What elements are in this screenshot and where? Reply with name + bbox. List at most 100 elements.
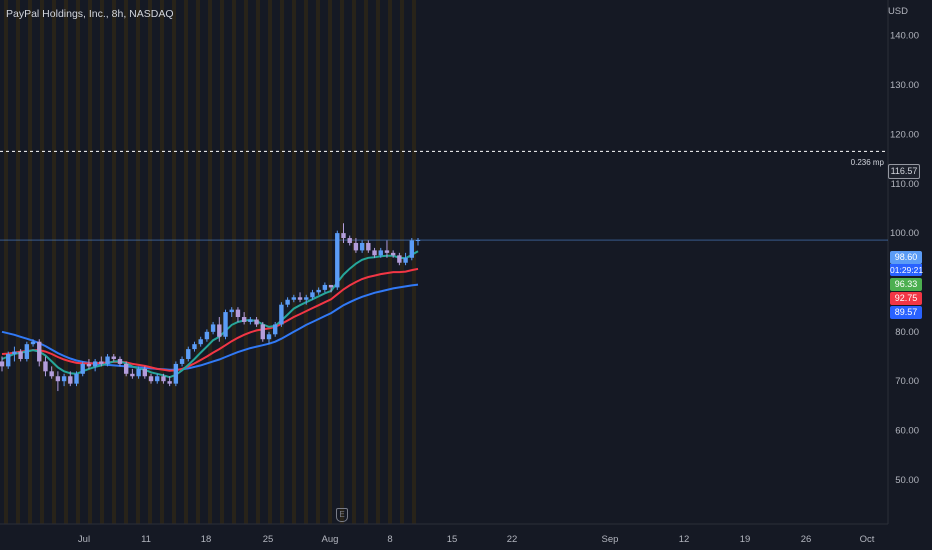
y-tick-label: 100.00 <box>890 228 919 239</box>
candle-body <box>30 341 36 345</box>
candle <box>241 312 247 325</box>
candle-body <box>68 376 73 384</box>
session-stripe <box>172 0 176 524</box>
time-axis: Jul 11 18 25 Aug 8 15 22 Sep 12 19 26 Oct <box>78 534 875 545</box>
candle-body <box>285 299 290 305</box>
candle-body <box>229 309 234 313</box>
session-stripe <box>340 0 344 524</box>
candle <box>86 358 92 369</box>
candle <box>123 361 129 377</box>
candle <box>49 366 54 379</box>
candle-body <box>167 381 172 384</box>
candle-body <box>366 242 371 251</box>
candle-body <box>397 255 402 263</box>
candle <box>359 240 365 253</box>
candle-body <box>359 242 365 251</box>
candle-body <box>173 363 179 384</box>
last-price-tag: 98.60 <box>890 251 922 264</box>
candle <box>322 282 328 293</box>
session-stripe <box>220 0 224 524</box>
candle-body <box>61 376 67 382</box>
candle-body <box>254 319 259 325</box>
x-tick-label: 18 <box>201 534 212 545</box>
price-scale-separators <box>0 0 889 525</box>
candle <box>347 235 352 246</box>
session-stripe <box>364 0 368 524</box>
session-stripe <box>28 0 32 524</box>
session-stripe <box>376 0 380 524</box>
candle-body <box>80 363 85 374</box>
candle <box>235 307 241 322</box>
x-tick-label: Oct <box>860 534 875 545</box>
session-stripe <box>328 0 332 524</box>
y-tick-label: 50.00 <box>895 475 919 486</box>
candle <box>260 321 265 342</box>
session-stripe <box>244 0 248 524</box>
candles <box>0 223 421 392</box>
candle-body <box>24 344 30 359</box>
candle <box>291 294 297 303</box>
candle-body <box>328 284 334 288</box>
candle-body <box>347 238 352 243</box>
reference-line-group <box>0 150 888 241</box>
y-tick-label: 70.00 <box>895 376 919 387</box>
ma-slow-line <box>1 283 419 371</box>
session-stripe <box>232 0 236 524</box>
candle <box>223 309 228 340</box>
candle <box>136 366 141 379</box>
session-stripe <box>400 0 404 524</box>
candle <box>142 366 148 379</box>
candle <box>161 373 166 384</box>
candle <box>192 341 197 352</box>
candle <box>397 252 402 266</box>
candle <box>378 247 383 258</box>
session-stripe <box>316 0 320 524</box>
candle <box>30 339 36 347</box>
session-stripe <box>124 0 128 524</box>
ma-mid-line <box>1 267 419 372</box>
candle <box>409 238 414 261</box>
candle <box>372 247 377 258</box>
candle <box>99 356 104 367</box>
candle-body <box>37 341 42 362</box>
earnings-event-icon[interactable]: E <box>336 508 348 522</box>
candle <box>210 321 216 335</box>
candle <box>285 297 290 308</box>
session-stripe <box>52 0 56 524</box>
x-tick-label: 12 <box>679 534 690 545</box>
ma-fast-tag: 96.33 <box>890 278 922 291</box>
session-stripe <box>160 0 164 524</box>
ma-fast-line <box>1 250 419 379</box>
candle <box>12 346 17 362</box>
session-stripe <box>16 0 20 524</box>
candle-body <box>353 242 359 251</box>
candle <box>111 354 116 362</box>
candle-body <box>111 356 116 359</box>
candle <box>130 368 135 379</box>
candle <box>297 292 303 303</box>
session-stripe <box>208 0 212 524</box>
candle-body <box>260 324 265 340</box>
candle <box>254 317 259 327</box>
candle-body <box>415 240 421 242</box>
candle-body <box>6 354 11 367</box>
candle <box>92 358 98 372</box>
session-stripe <box>388 0 392 524</box>
candle <box>68 371 73 387</box>
candle <box>390 250 396 258</box>
candle <box>148 373 154 384</box>
reference-line-value: 116.57 <box>888 164 920 179</box>
candle-body <box>266 334 272 340</box>
x-tick-label: Jul <box>78 534 90 545</box>
price-axis: 140.00 130.00 120.00 110.00 100.00 80.00 70.00… <box>888 6 919 486</box>
candle-body <box>204 331 210 340</box>
candle-body <box>92 361 98 367</box>
session-stripe <box>112 0 116 524</box>
y-tick-label: 110.00 <box>891 179 919 190</box>
candle-body <box>18 351 23 359</box>
candle <box>43 356 48 377</box>
x-tick-label: Sep <box>602 534 619 545</box>
candle-body <box>241 317 247 322</box>
